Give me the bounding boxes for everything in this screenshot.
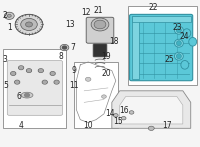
Circle shape xyxy=(7,14,11,17)
Circle shape xyxy=(12,72,15,75)
Circle shape xyxy=(38,69,43,72)
Text: 5: 5 xyxy=(3,81,8,90)
Text: 15: 15 xyxy=(113,117,123,126)
Circle shape xyxy=(27,70,31,72)
Text: 24: 24 xyxy=(180,31,190,41)
Text: 7: 7 xyxy=(70,43,75,52)
Ellipse shape xyxy=(174,26,183,34)
Circle shape xyxy=(26,22,32,27)
Circle shape xyxy=(25,93,29,97)
Text: 13: 13 xyxy=(66,20,75,29)
Polygon shape xyxy=(120,97,183,124)
Circle shape xyxy=(27,69,31,72)
Text: 12: 12 xyxy=(81,8,91,17)
Text: 22: 22 xyxy=(148,3,158,12)
Polygon shape xyxy=(132,16,139,79)
Circle shape xyxy=(16,81,19,83)
Circle shape xyxy=(20,67,23,69)
Ellipse shape xyxy=(176,41,181,46)
Ellipse shape xyxy=(21,92,33,98)
Text: 6: 6 xyxy=(17,92,22,101)
Text: 11: 11 xyxy=(70,81,79,90)
Text: 8: 8 xyxy=(58,52,63,61)
FancyBboxPatch shape xyxy=(86,17,114,43)
FancyBboxPatch shape xyxy=(93,44,107,57)
Text: 19: 19 xyxy=(101,52,111,61)
Circle shape xyxy=(54,80,59,84)
Ellipse shape xyxy=(174,52,183,60)
Ellipse shape xyxy=(176,54,181,59)
Circle shape xyxy=(43,81,46,83)
Ellipse shape xyxy=(176,28,181,33)
Circle shape xyxy=(15,14,43,35)
Text: 25: 25 xyxy=(164,55,174,64)
Polygon shape xyxy=(132,16,191,22)
Circle shape xyxy=(121,116,126,120)
Circle shape xyxy=(85,77,91,81)
Text: 3: 3 xyxy=(3,55,8,64)
FancyBboxPatch shape xyxy=(128,6,197,85)
Text: 16: 16 xyxy=(119,106,128,116)
Circle shape xyxy=(19,66,23,70)
Circle shape xyxy=(42,80,47,84)
Ellipse shape xyxy=(189,37,197,46)
Text: 17: 17 xyxy=(162,121,172,130)
Circle shape xyxy=(63,46,66,49)
Circle shape xyxy=(15,80,20,84)
Text: 10: 10 xyxy=(83,121,93,130)
Ellipse shape xyxy=(91,18,109,31)
Circle shape xyxy=(113,114,118,117)
Text: 18: 18 xyxy=(109,37,119,46)
Circle shape xyxy=(21,18,37,31)
Circle shape xyxy=(11,72,16,75)
Text: 2: 2 xyxy=(3,11,8,20)
Ellipse shape xyxy=(183,29,191,37)
Ellipse shape xyxy=(174,39,183,47)
Polygon shape xyxy=(112,91,191,128)
Text: 21: 21 xyxy=(93,6,103,15)
Circle shape xyxy=(102,95,106,98)
Circle shape xyxy=(4,12,14,19)
FancyBboxPatch shape xyxy=(130,14,193,81)
Ellipse shape xyxy=(181,61,189,69)
Circle shape xyxy=(39,70,42,72)
Text: 4: 4 xyxy=(19,121,24,130)
FancyBboxPatch shape xyxy=(74,62,118,128)
Circle shape xyxy=(55,81,58,83)
Text: 14: 14 xyxy=(105,109,115,118)
Circle shape xyxy=(51,72,54,75)
FancyBboxPatch shape xyxy=(3,49,66,128)
FancyBboxPatch shape xyxy=(7,61,63,115)
Text: 20: 20 xyxy=(101,69,111,78)
Circle shape xyxy=(148,126,154,131)
Circle shape xyxy=(50,72,55,75)
Circle shape xyxy=(129,111,134,114)
Text: 23: 23 xyxy=(172,23,182,32)
Circle shape xyxy=(60,44,69,51)
Text: 9: 9 xyxy=(72,66,77,75)
Text: 1: 1 xyxy=(7,23,12,32)
Ellipse shape xyxy=(94,20,106,29)
